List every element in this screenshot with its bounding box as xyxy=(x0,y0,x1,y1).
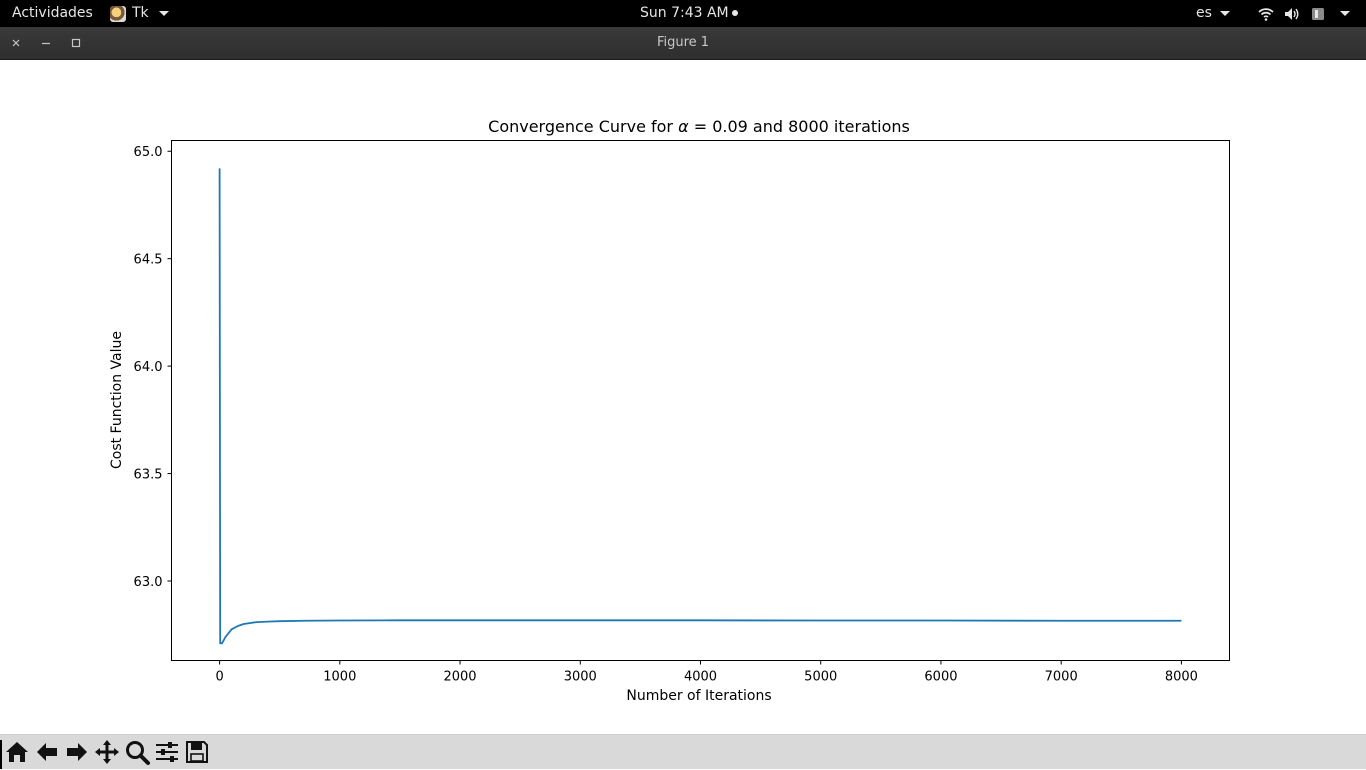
window-title: Figure 1 xyxy=(656,35,710,50)
x-tick-label: 6000 xyxy=(924,670,957,685)
volume-icon xyxy=(1285,7,1299,20)
convergence-chart[interactable]: Convergence Curve for α = 0.09 and 8000 … xyxy=(0,60,1366,734)
battery-icon xyxy=(1312,7,1324,20)
magnifier-icon xyxy=(126,741,150,765)
clock[interactable]: Sun 7:43 AM xyxy=(640,0,738,27)
home-button[interactable] xyxy=(3,738,31,766)
app-name: Tk xyxy=(132,5,149,21)
plot-frame xyxy=(171,140,1230,661)
sliders-icon xyxy=(156,742,178,762)
home-icon xyxy=(6,742,28,762)
activities-button[interactable]: Actividades xyxy=(12,5,93,21)
minimize-icon xyxy=(42,42,50,45)
x-tick-label: 1000 xyxy=(323,670,356,685)
x-tick-label: 7000 xyxy=(1045,670,1078,685)
configure-subplots-button[interactable] xyxy=(153,738,181,766)
window-titlebar[interactable]: Figure 1 xyxy=(0,27,1366,60)
zoom-button[interactable] xyxy=(123,738,151,766)
x-tick-label: 0 xyxy=(215,670,223,685)
maximize-button[interactable] xyxy=(68,35,84,51)
x-tick-label: 5000 xyxy=(804,670,837,685)
x-tick-label: 4000 xyxy=(684,670,717,685)
clock-text: Sun 7:43 AM xyxy=(640,5,729,21)
tk-app-icon xyxy=(110,5,126,22)
move-icon xyxy=(95,740,119,764)
arrow-right-icon xyxy=(67,743,87,761)
y-tick-label: 64.0 xyxy=(134,360,163,375)
language-menu[interactable]: es xyxy=(1196,0,1231,27)
x-tick-label: 2000 xyxy=(443,670,476,685)
close-button[interactable] xyxy=(8,35,24,51)
pan-button[interactable] xyxy=(93,738,121,766)
y-tick-label: 64.5 xyxy=(134,253,163,268)
y-tick-label: 65.0 xyxy=(134,145,163,160)
chart-title-prefix: Convergence Curve for xyxy=(488,117,678,136)
navigation-toolbar xyxy=(0,734,1366,769)
figure-canvas[interactable]: Convergence Curve for α = 0.09 and 8000 … xyxy=(0,60,1366,734)
floppy-icon xyxy=(186,741,208,763)
language-label: es xyxy=(1196,5,1212,21)
wifi-icon xyxy=(1258,7,1274,21)
chevron-down-icon xyxy=(1340,11,1350,16)
y-axis-label: Cost Function Value xyxy=(109,331,125,469)
forward-button[interactable] xyxy=(63,738,91,766)
series-line-0 xyxy=(218,168,1182,645)
top-bar: Actividades Tk Sun 7:43 AM es xyxy=(0,0,1366,27)
arrow-left-icon xyxy=(37,743,57,761)
y-tick-label: 63.5 xyxy=(134,468,163,483)
x-tick-label: 3000 xyxy=(564,670,597,685)
close-icon xyxy=(12,39,20,47)
back-button[interactable] xyxy=(33,738,61,766)
chart-title-symbol: α xyxy=(678,117,689,136)
save-button[interactable] xyxy=(183,738,211,766)
maximize-icon xyxy=(71,38,81,48)
x-tick-label: 8000 xyxy=(1165,670,1198,685)
y-tick-label: 63.0 xyxy=(134,575,163,590)
minimize-button[interactable] xyxy=(38,35,54,51)
notification-dot-icon xyxy=(731,10,738,16)
chart-title-suffix: = 0.09 and 8000 iterations xyxy=(689,117,910,136)
x-axis-label: Number of Iterations xyxy=(626,688,771,704)
system-tray[interactable] xyxy=(1258,0,1350,27)
chart-title: Convergence Curve for α = 0.09 and 8000 … xyxy=(488,117,910,136)
toolbar-edge xyxy=(0,740,2,769)
chevron-down-icon xyxy=(1220,10,1231,16)
chevron-down-icon xyxy=(158,11,169,16)
app-menu[interactable]: Tk xyxy=(110,0,169,27)
